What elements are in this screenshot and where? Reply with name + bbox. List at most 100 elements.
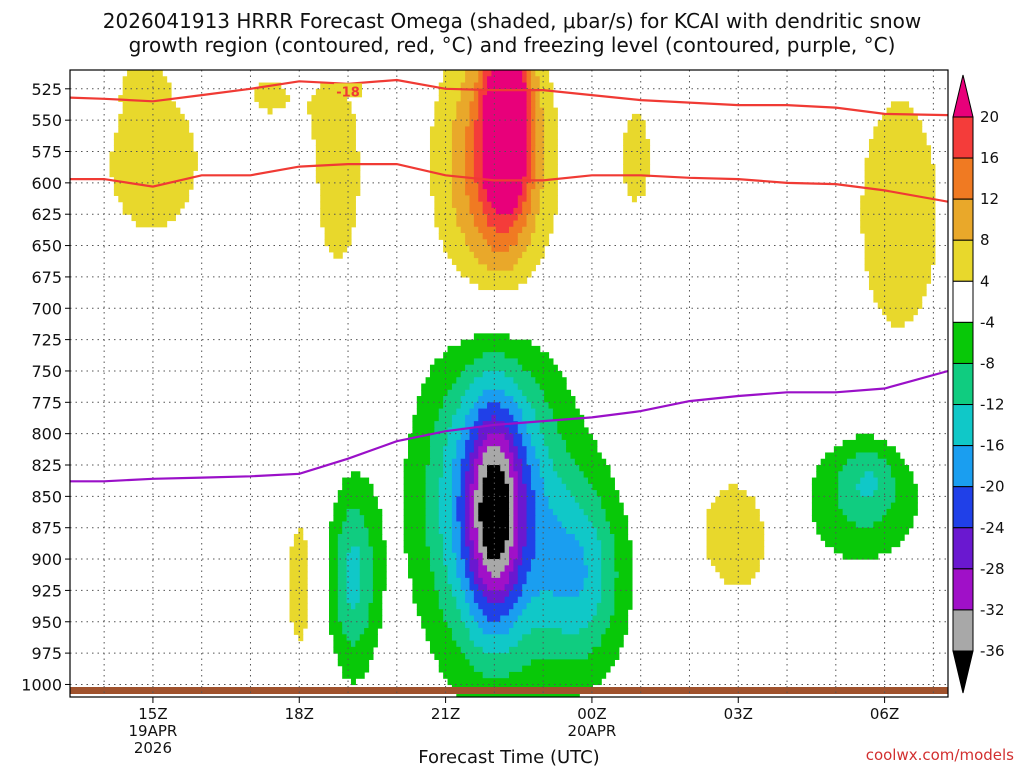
- omega-cell: [425, 508, 440, 516]
- omega-cell: [421, 615, 444, 623]
- omega-cell: [513, 559, 523, 566]
- omega-cell: [509, 628, 532, 635]
- omega-cell: [509, 496, 514, 504]
- omega-cell: [513, 490, 519, 497]
- omega-cell: [465, 653, 589, 660]
- omega-cell: [513, 621, 589, 629]
- omega-cell: [627, 189, 646, 196]
- omega-cell: [895, 477, 914, 485]
- omega-cell: [522, 76, 528, 84]
- omega-cell: [548, 452, 572, 460]
- x-tick-label: 18Z: [285, 705, 314, 723]
- omega-cell: [535, 490, 545, 497]
- omega-cell: [289, 584, 308, 592]
- omega-cell: [429, 452, 444, 460]
- omega-cell: [495, 207, 514, 215]
- omega-cell: [434, 195, 453, 203]
- omega-cell: [526, 170, 532, 178]
- omega-cell: [337, 559, 348, 566]
- omega-cell: [465, 70, 479, 77]
- omega-cell: [408, 452, 431, 460]
- omega-cell: [623, 176, 646, 184]
- omega-cell: [451, 496, 457, 504]
- omega-cell: [368, 609, 383, 617]
- omega-cell: [465, 508, 471, 516]
- omega-cell: [460, 339, 532, 347]
- omega-cell: [456, 264, 488, 272]
- omega-cell: [412, 421, 435, 428]
- omega-cell: [434, 207, 457, 215]
- omega-cell: [544, 107, 558, 115]
- omega-cell: [482, 164, 528, 171]
- omega-cell: [368, 540, 387, 548]
- omega-cell: [368, 527, 383, 535]
- omega-cell: [425, 490, 440, 497]
- omega-cell: [434, 427, 449, 435]
- omega-cell: [451, 258, 479, 265]
- omega-cell: [469, 521, 475, 529]
- omega-cell: [535, 546, 585, 554]
- omega-cell: [535, 132, 545, 140]
- omega-cell: [605, 515, 629, 523]
- omega-cell: [513, 584, 523, 592]
- omega-cell: [482, 82, 488, 90]
- y-tick-label: 675: [31, 268, 62, 287]
- omega-cell: [469, 458, 475, 466]
- omega-cell: [509, 533, 514, 541]
- omega-cell: [530, 659, 615, 667]
- omega-cell: [429, 138, 453, 146]
- omega-cell: [443, 533, 453, 541]
- colorbar-tick-label: -16: [980, 437, 1005, 455]
- omega-cell: [526, 396, 545, 403]
- y-tick-label: 550: [31, 111, 62, 130]
- omega-cell: [535, 138, 545, 146]
- omega-cell: [438, 233, 466, 240]
- omega-cell: [465, 483, 471, 491]
- omega-cell: [416, 602, 440, 610]
- omega-cell: [438, 477, 453, 485]
- omega-cell: [706, 533, 765, 541]
- omega-cell: [469, 408, 479, 416]
- omega-cell: [346, 508, 361, 516]
- omega-cell: [487, 433, 506, 441]
- omega-cell: [601, 640, 624, 648]
- omega-cell: [530, 95, 536, 102]
- omega-cell: [478, 107, 484, 115]
- omega-cell: [596, 527, 611, 535]
- contour-label-bg: [334, 83, 363, 98]
- y-tick-label: 925: [31, 581, 62, 600]
- omega-cell: [526, 515, 536, 523]
- omega-cell: [526, 126, 532, 134]
- omega-cell: [614, 602, 633, 610]
- omega-cell: [473, 358, 519, 366]
- omega-cell: [820, 533, 905, 541]
- omega-cell: [329, 565, 339, 573]
- omega-cell: [482, 101, 528, 109]
- omega-cell: [864, 258, 936, 265]
- omega-cell: [289, 602, 308, 610]
- omega-cell: [842, 552, 879, 560]
- omega-cell: [469, 107, 479, 115]
- omega-cell: [478, 477, 484, 485]
- omega-cell: [329, 596, 339, 604]
- omega-cell: [372, 584, 387, 592]
- omega-cell: [473, 552, 484, 560]
- omega-cell: [877, 477, 896, 485]
- omega-cell: [478, 283, 519, 291]
- omega-cell: [478, 182, 484, 190]
- omega-cell: [544, 164, 558, 171]
- omega-cell: [329, 540, 339, 548]
- omega-cell: [482, 126, 528, 134]
- omega-cell: [311, 95, 348, 102]
- omega-cell: [408, 552, 431, 560]
- omega-cell: [315, 176, 361, 184]
- omega-cell: [473, 164, 484, 171]
- omega-cell: [544, 151, 558, 159]
- colorbar-segment: [952, 404, 974, 447]
- omega-cell: [535, 377, 567, 385]
- omega-cell: [596, 490, 620, 497]
- omega-cell: [513, 477, 519, 485]
- omega-cell: [473, 333, 510, 341]
- omega-cell: [623, 170, 651, 178]
- omega-cell: [478, 621, 514, 629]
